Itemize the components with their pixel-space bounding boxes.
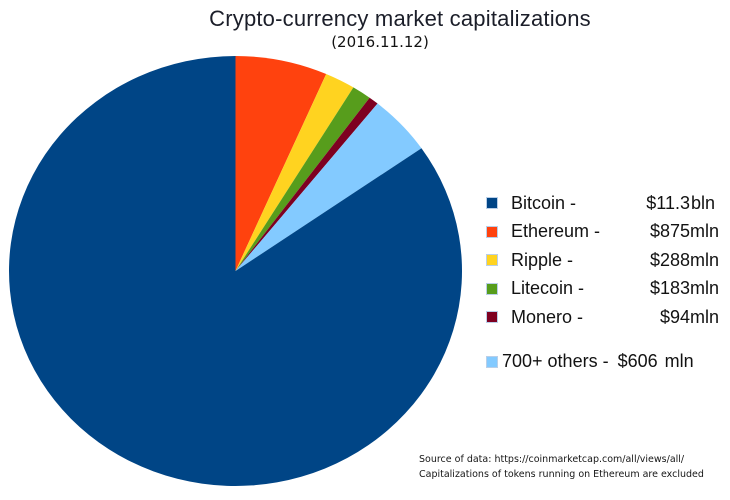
pie-slice-700-others (235, 103, 422, 271)
bitcoin-swatch-icon (486, 197, 498, 210)
legend-unit: mln (690, 278, 720, 299)
legend-label: Ripple - (511, 249, 574, 270)
source-note: Source of data: https://coinmarketcap.co… (419, 452, 704, 482)
legend-amount: $183 (649, 278, 690, 299)
source-line2: Capitalizations of tokens running on Eth… (419, 469, 704, 480)
source-line1: Source of data: https://coinmarketcap.co… (419, 454, 685, 465)
pie-slice-monero (235, 97, 378, 272)
legend-unit: mln (690, 221, 720, 242)
pie-slice-ripple (235, 73, 354, 272)
legend-amount: $94 (659, 306, 690, 327)
pie-slice-ethereum (235, 56, 327, 271)
legend-label: 700+ others - (502, 351, 609, 372)
legend-row-ethereum: Ethereum - $875 mln (486, 218, 720, 247)
pie-slice-litecoin (235, 87, 370, 272)
legend-row-others: 700+ others - $606 mln (486, 348, 715, 377)
legend-amount: $875 (649, 221, 690, 242)
ethereum-swatch-icon (486, 225, 498, 238)
legend-row-ripple: Ripple - $288 mln (486, 246, 720, 275)
legend-label: Monero - (511, 306, 584, 327)
legend-amount: $11.3 (646, 192, 690, 213)
legend-row-monero: Monero - $94 mln (486, 303, 720, 332)
legend-unit: mln (664, 351, 694, 372)
legend-label: Ethereum - (511, 221, 601, 242)
pie-slice-bitcoin (9, 56, 463, 487)
ripple-swatch-icon (486, 254, 498, 267)
legend-unit: mln (690, 306, 720, 327)
legend-amount: $288 (649, 249, 690, 270)
page-title: Crypto-currency market capitalizations (209, 6, 591, 31)
legend-row-bitcoin: Bitcoin - $11.3 bln (486, 189, 715, 218)
legend-unit: mln (690, 249, 720, 270)
chart-subtitle: (2016.11.12) (331, 33, 429, 51)
others-swatch-icon (486, 355, 498, 368)
legend: Bitcoin - $11.3 bln Ethereum - $875 mln … (486, 189, 720, 377)
legend-unit: bln (690, 192, 715, 213)
legend-label: Litecoin - (511, 278, 585, 299)
legend-amount: $606 (617, 351, 658, 372)
monero-swatch-icon (486, 311, 498, 324)
litecoin-swatch-icon (486, 282, 498, 295)
legend-label: Bitcoin - (511, 192, 577, 213)
legend-row-litecoin: Litecoin - $183 mln (486, 275, 720, 304)
